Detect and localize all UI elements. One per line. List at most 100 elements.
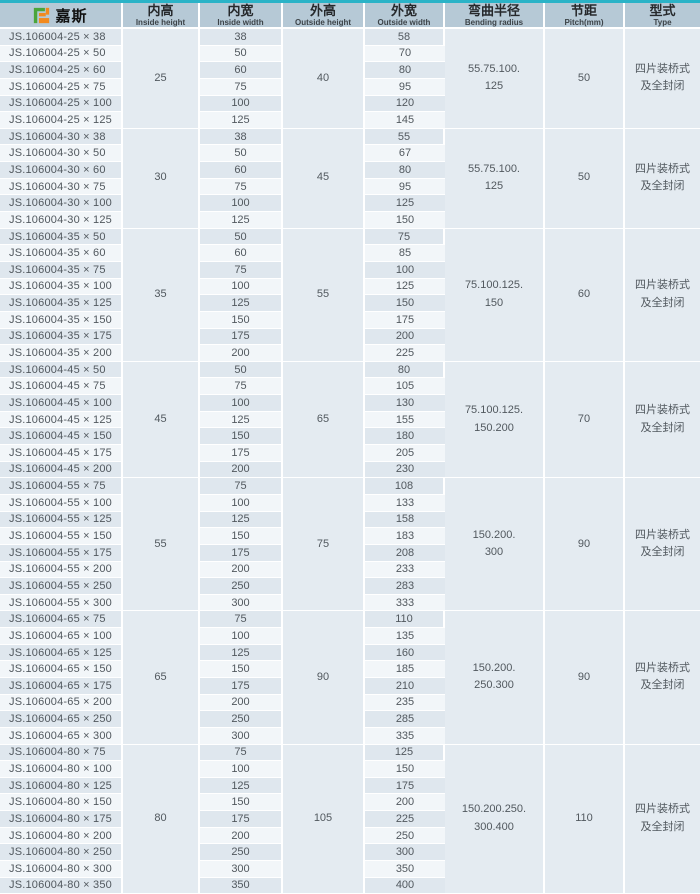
inside-width-cell: 200	[200, 345, 283, 362]
table-row: JS.106004-35 × 125 125 150	[0, 295, 700, 312]
table-row: JS.106004-55 × 100 100 133	[0, 494, 700, 512]
table-row: JS.106004-30 × 100 100 125	[0, 195, 700, 213]
outside-width-cell: 108	[365, 478, 445, 495]
column-header-bending-radius: 弯曲半径 Bending radius	[445, 3, 545, 29]
model-cell: JS.106004-30 × 38	[0, 128, 123, 146]
inside-width-cell: 75	[200, 478, 283, 495]
model-cell: JS.106004-30 × 60	[0, 162, 123, 179]
model-cell: JS.106004-80 × 350	[0, 877, 123, 894]
inside-width-cell: 150	[200, 661, 283, 678]
outside-width-cell: 125	[365, 278, 445, 296]
outside-width-cell: 208	[365, 544, 445, 562]
table-row: JS.106004-45 × 200 200 230	[0, 461, 700, 479]
inside-height-cell: 30	[123, 128, 200, 229]
outside-width-cell: 225	[365, 811, 445, 828]
outside-width-cell: 150	[365, 761, 445, 778]
inside-width-cell: 250	[200, 711, 283, 728]
inside-width-cell: 350	[200, 877, 283, 894]
table-row: JS.106004-25 × 38 25 38 40 58 55.75.100. 125 5…	[0, 29, 700, 129]
outside-width-cell: 70	[365, 45, 445, 63]
inside-width-cell: 300	[200, 594, 283, 612]
model-cell: JS.106004-80 × 250	[0, 844, 123, 862]
outside-width-cell: 105	[365, 378, 445, 396]
outside-width-cell: 75	[365, 228, 445, 246]
model-cell: JS.106004-30 × 75	[0, 178, 123, 196]
table-row: JS.106004-65 × 150 150 185	[0, 661, 700, 678]
table-row: JS.106004-80 × 75 80 75 105 125 150.200.250. …	[0, 744, 700, 894]
model-cell: JS.106004-65 × 175	[0, 677, 123, 695]
inside-height-cell: 25	[123, 29, 200, 129]
inside-height-cell: 55	[123, 478, 200, 612]
bending-radius-cell: 55.75.100. 125	[445, 128, 545, 229]
inside-width-cell: 60	[200, 162, 283, 179]
inside-width-cell: 50	[200, 228, 283, 246]
column-header-outside-height: 外高 Outside height	[283, 3, 365, 29]
model-cell: JS.106004-80 × 300	[0, 861, 123, 878]
model-cell: JS.106004-65 × 125	[0, 644, 123, 662]
column-header-inside-width: 内宽 Inside width	[200, 3, 283, 29]
table-row: JS.106004-30 × 50 50 67	[0, 145, 700, 163]
spec-table-body: JS.106004-25 × 38 25 38 40 58 55.75.100. 125 5…	[0, 29, 700, 894]
outside-width-cell: 80	[365, 361, 445, 379]
outside-width-cell: 225	[365, 345, 445, 362]
inside-height-cell: 35	[123, 228, 200, 362]
table-row: JS.106004-80 × 175 175 225	[0, 811, 700, 828]
type-cell: 四片装桥式 及全封闭	[625, 29, 700, 129]
outside-height-cell: 90	[283, 611, 365, 745]
inside-width-cell: 75	[200, 611, 283, 629]
model-cell: JS.106004-65 × 250	[0, 711, 123, 728]
table-row: JS.106004-55 × 125 125 158	[0, 511, 700, 529]
inside-width-cell: 150	[200, 794, 283, 812]
model-cell: JS.106004-25 × 50	[0, 45, 123, 63]
model-cell: JS.106004-80 × 175	[0, 811, 123, 828]
model-cell: JS.106004-65 × 75	[0, 611, 123, 629]
table-row: JS.106004-45 × 75 75 105	[0, 378, 700, 396]
model-cell: JS.106004-35 × 150	[0, 311, 123, 329]
inside-width-cell: 125	[200, 644, 283, 662]
model-cell: JS.106004-30 × 100	[0, 195, 123, 213]
table-row: JS.106004-30 × 60 60 80	[0, 162, 700, 179]
model-cell: JS.106004-80 × 200	[0, 827, 123, 845]
outside-width-cell: 183	[365, 528, 445, 545]
outside-width-cell: 95	[365, 78, 445, 96]
inside-width-cell: 200	[200, 561, 283, 579]
type-cell: 四片装桥式 及全封闭	[625, 744, 700, 894]
model-cell: JS.106004-55 × 175	[0, 544, 123, 562]
model-cell: JS.106004-30 × 50	[0, 145, 123, 163]
outside-width-cell: 400	[365, 877, 445, 894]
inside-width-cell: 175	[200, 677, 283, 695]
brand-header-cell: 嘉斯	[0, 3, 123, 29]
outside-width-cell: 335	[365, 727, 445, 745]
table-row: JS.106004-45 × 150 150 180	[0, 428, 700, 446]
spec-table: 嘉斯 内高 Inside height 内宽 Inside width 外高 O…	[0, 3, 700, 894]
model-cell: JS.106004-45 × 200	[0, 461, 123, 479]
model-cell: JS.106004-35 × 200	[0, 345, 123, 362]
column-header-pitch: 节距 Pitch(mm)	[545, 3, 625, 29]
table-row: JS.106004-45 × 175 175 205	[0, 445, 700, 462]
inside-width-cell: 100	[200, 195, 283, 213]
column-header-outside-width: 外宽 Outside width	[365, 3, 445, 29]
table-row: JS.106004-35 × 200 200 225	[0, 345, 700, 362]
table-row: JS.106004-45 × 125 125 155	[0, 411, 700, 429]
outside-width-cell: 100	[365, 261, 445, 279]
inside-width-cell: 100	[200, 95, 283, 113]
inside-width-cell: 175	[200, 328, 283, 346]
inside-width-cell: 125	[200, 511, 283, 529]
bending-radius-cell: 150.200. 300	[445, 478, 545, 612]
outside-width-cell: 205	[365, 445, 445, 462]
inside-height-cell: 80	[123, 744, 200, 894]
table-row: JS.106004-25 × 60 60 80	[0, 62, 700, 79]
pitch-cell: 60	[545, 228, 625, 362]
outside-width-cell: 175	[365, 311, 445, 329]
inside-width-cell: 200	[200, 694, 283, 712]
outside-width-cell: 130	[365, 395, 445, 412]
outside-width-cell: 333	[365, 594, 445, 612]
table-row: JS.106004-25 × 75 75 95	[0, 78, 700, 96]
inside-width-cell: 50	[200, 361, 283, 379]
table-row: JS.106004-35 × 175 175 200	[0, 328, 700, 346]
column-header-type: 型式 Type	[625, 3, 700, 29]
inside-height-cell: 65	[123, 611, 200, 745]
inside-width-cell: 38	[200, 128, 283, 146]
inside-width-cell: 75	[200, 78, 283, 96]
outside-width-cell: 160	[365, 644, 445, 662]
